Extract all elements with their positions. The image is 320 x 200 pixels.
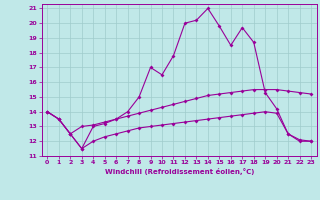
X-axis label: Windchill (Refroidissement éolien,°C): Windchill (Refroidissement éolien,°C)	[105, 168, 254, 175]
